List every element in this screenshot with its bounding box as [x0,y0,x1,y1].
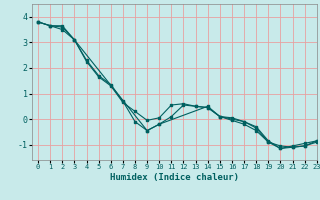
X-axis label: Humidex (Indice chaleur): Humidex (Indice chaleur) [110,173,239,182]
